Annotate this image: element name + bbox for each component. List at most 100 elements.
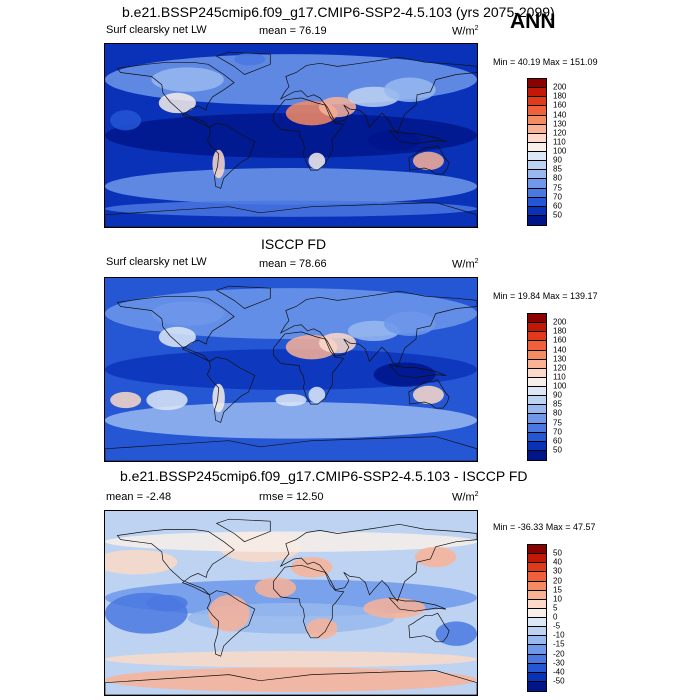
colorbar-swatch xyxy=(528,188,546,198)
field-contour xyxy=(373,362,436,387)
colorbar-tick-label: 130 xyxy=(553,119,567,129)
colorbar-swatch xyxy=(528,545,546,555)
field-contour xyxy=(318,332,357,354)
colorbar-swatch xyxy=(528,432,546,442)
colorbar-swatch xyxy=(528,341,546,351)
coastline xyxy=(279,290,477,369)
panel3-colorbar xyxy=(527,544,547,692)
coastline xyxy=(215,518,271,543)
coastline xyxy=(273,331,345,405)
field-contour xyxy=(151,67,224,92)
colorbar-tick-label: 120 xyxy=(553,128,567,138)
colorbar-swatch xyxy=(528,590,546,600)
panel1-units: W/m2 xyxy=(452,25,479,38)
coastline xyxy=(388,597,447,612)
colorbar-tick-label: 90 xyxy=(553,390,562,400)
coastline xyxy=(408,145,450,175)
coastline xyxy=(105,202,477,227)
colorbar-swatch xyxy=(528,106,546,116)
colorbar-swatch xyxy=(528,359,546,369)
coastline xyxy=(408,379,450,409)
field-contour xyxy=(110,391,142,409)
panel2-mean-label: mean = 78.66 xyxy=(259,258,327,270)
coastline xyxy=(105,670,477,695)
coastline xyxy=(105,436,477,461)
colorbar-swatch xyxy=(528,124,546,134)
panel1-title: b.e21.BSSP245cmip6.f09_g17.CMIP6-SSP2-4.… xyxy=(122,4,555,20)
colorbar-tick-label: 180 xyxy=(553,326,567,336)
colorbar-tick-label: 110 xyxy=(553,372,566,382)
panel1-colorbar xyxy=(527,78,547,226)
colorbar-tick-label: 180 xyxy=(553,91,567,101)
panel3-minmax: Min = -36.33 Max = 47.57 xyxy=(493,522,596,532)
coastline xyxy=(116,61,235,128)
panel1-map xyxy=(104,43,478,228)
panel3-rmse-label: rmse = 12.50 xyxy=(259,491,324,503)
field-contour xyxy=(158,92,196,114)
colorbar-tick-label: 40 xyxy=(553,557,562,567)
coastline xyxy=(388,129,447,144)
coastline xyxy=(279,523,477,602)
colorbar-swatch xyxy=(528,608,546,618)
colorbar-swatch xyxy=(528,645,546,655)
colorbar-tick-label: 50 xyxy=(553,445,562,455)
field-contour xyxy=(291,557,333,578)
colorbar-swatch xyxy=(528,197,546,207)
field-contour xyxy=(146,389,188,411)
colorbar-tick-label: 0 xyxy=(553,612,558,622)
coastline xyxy=(215,51,271,75)
panel2-title: ISCCP FD xyxy=(261,236,327,252)
colorbar-swatch xyxy=(528,170,546,180)
coastline xyxy=(388,363,447,378)
field-contour xyxy=(208,594,250,632)
colorbar-swatch xyxy=(528,405,546,415)
panel1-minmax: Min = 40.19 Max = 151.09 xyxy=(493,57,598,67)
colorbar-swatch xyxy=(528,554,546,564)
colorbar-swatch xyxy=(528,152,546,162)
colorbar-swatch xyxy=(528,142,546,152)
colorbar-tick-label: 60 xyxy=(553,201,562,211)
colorbar-swatch xyxy=(528,663,546,673)
colorbar-tick-label: -15 xyxy=(553,639,565,649)
panel2-units: W/m2 xyxy=(452,258,479,271)
coastline xyxy=(206,356,256,423)
field-contour xyxy=(212,383,225,413)
colorbar-swatch xyxy=(528,572,546,582)
colorbar-swatch xyxy=(528,323,546,333)
colorbar-swatch xyxy=(528,332,546,342)
colorbar-swatch xyxy=(528,450,546,460)
colorbar-tick-label: 100 xyxy=(553,381,567,391)
field-contour xyxy=(412,385,444,405)
season-label: ANN xyxy=(510,10,556,33)
field-contour xyxy=(363,597,426,619)
field-contour xyxy=(415,546,457,568)
coastline xyxy=(206,590,256,657)
colorbar-tick-label: 140 xyxy=(553,110,567,119)
panel1-mean-label: mean = 76.19 xyxy=(259,25,327,37)
colorbar-tick-label: 85 xyxy=(553,164,562,174)
colorbar-swatch xyxy=(528,215,546,225)
field-contour xyxy=(384,311,436,336)
colorbar-swatch xyxy=(528,88,546,98)
colorbar-swatch xyxy=(528,627,546,637)
panel2-variable-label: Surf clearsky net LW xyxy=(106,256,207,268)
colorbar-swatch xyxy=(528,414,546,424)
coastline xyxy=(116,295,235,362)
coastline xyxy=(215,285,271,309)
field-contour xyxy=(110,110,142,131)
colorbar-tick-label: -10 xyxy=(553,630,565,640)
panel1-variable-label: Surf clearsky net LW xyxy=(106,24,207,36)
colorbar-swatch xyxy=(528,115,546,125)
colorbar-tick-label: 15 xyxy=(553,585,562,595)
field-contour xyxy=(306,618,338,639)
colorbar-swatch xyxy=(528,636,546,646)
colorbar-swatch xyxy=(528,387,546,397)
colorbar-swatch xyxy=(528,581,546,591)
colorbar-swatch xyxy=(528,206,546,216)
coastline xyxy=(408,612,450,643)
field-contour xyxy=(234,53,266,66)
field-contour xyxy=(158,326,196,348)
field-contour xyxy=(368,130,421,151)
panel3-title: b.e21.BSSP245cmip6.f09_g17.CMIP6-SSP2-4.… xyxy=(120,468,528,484)
colorbar-swatch xyxy=(528,672,546,682)
